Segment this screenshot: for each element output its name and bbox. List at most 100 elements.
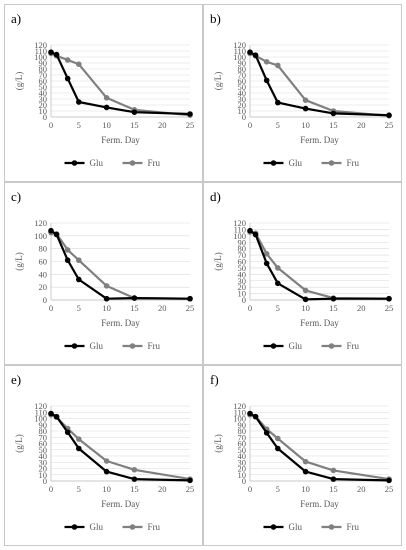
y-tick-label: 120	[233, 218, 246, 228]
y-tick-label: 30	[39, 457, 48, 467]
y-tick-label: 60	[39, 439, 48, 449]
y-tick-label: 0	[242, 476, 246, 486]
y-tick-label: 50	[39, 82, 48, 92]
legend-marker-fru	[129, 524, 136, 530]
legend-label-glu: Glu	[90, 158, 104, 168]
y-tick-label: 70	[39, 432, 48, 442]
x-tick-label: 5	[77, 120, 81, 130]
legend-label-fru: Fru	[148, 522, 161, 532]
x-tick-label: 15	[329, 120, 338, 130]
y-axis-title: (g/L)	[14, 72, 24, 91]
y-tick-label: 0	[43, 295, 47, 305]
data-point-glu	[48, 227, 54, 234]
y-tick-label: 80	[39, 244, 48, 254]
x-axis-title: Ferm. Day	[300, 499, 339, 509]
panel-label: f)	[210, 372, 219, 387]
legend-marker-fru	[328, 343, 335, 349]
chart-svg: c) 0 20 40 60 80 100 120 0 5 10 15 20 25 Ferm. Day (g/L…	[11, 189, 194, 351]
data-point-glu	[103, 295, 110, 302]
y-tick-label: 0	[43, 112, 47, 122]
x-tick-label: 0	[248, 303, 252, 313]
data-point-glu	[302, 296, 309, 303]
data-point-glu	[53, 51, 60, 58]
panel-label: b)	[210, 11, 221, 26]
y-tick-label: 40	[39, 88, 48, 98]
chart-panel-d: d) 0 10 20 30 40 50 60 70 80 90 100 110 120 0 5 10 15 20 25…	[203, 182, 402, 365]
x-tick-label: 10	[301, 303, 310, 313]
y-tick-label: 10	[39, 106, 48, 116]
x-tick-label: 15	[130, 484, 139, 494]
data-point-glu	[48, 49, 54, 55]
x-axis-title: Ferm. Day	[300, 135, 339, 145]
x-tick-label: 10	[301, 484, 310, 494]
y-tick-label: 20	[238, 464, 247, 474]
x-tick-label: 0	[248, 484, 252, 494]
y-tick-label: 110	[35, 407, 47, 417]
y-tick-label: 40	[39, 451, 48, 461]
y-tick-label: 100	[233, 52, 246, 62]
x-tick-label: 5	[276, 303, 280, 313]
y-tick-label: 30	[39, 94, 48, 104]
y-tick-label: 0	[242, 295, 246, 305]
y-axis-title: (g/L)	[14, 434, 24, 453]
chart-panel-e: e) 0 10 20 30 40 50 60 70 80 90 100 110 120 0 5 10 15 20 25…	[4, 365, 203, 546]
y-tick-label: 20	[238, 282, 247, 292]
y-tick-label: 70	[238, 432, 247, 442]
x-tick-label: 20	[158, 303, 167, 313]
y-tick-label: 40	[238, 451, 247, 461]
data-point-glu	[247, 410, 253, 417]
y-tick-label: 40	[238, 88, 247, 98]
x-tick-label: 10	[102, 120, 111, 130]
y-tick-label: 70	[238, 70, 247, 80]
legend-marker-fru	[129, 160, 136, 166]
y-tick-label: 100	[34, 52, 47, 62]
y-axis-title: (g/L)	[213, 252, 223, 271]
y-tick-label: 70	[238, 250, 247, 260]
y-tick-label: 120	[34, 218, 47, 228]
data-point-glu	[131, 109, 138, 115]
x-tick-label: 0	[49, 120, 53, 130]
data-point-fru	[103, 283, 110, 289]
legend-label-fru: Fru	[347, 158, 360, 168]
data-point-glu	[48, 410, 54, 417]
data-point-glu	[103, 468, 110, 475]
data-point-fru	[64, 57, 71, 63]
data-point-glu	[64, 75, 71, 82]
data-point-glu	[76, 276, 82, 283]
legend-label-fru: Fru	[347, 341, 360, 351]
data-point-glu	[263, 430, 270, 436]
data-point-glu	[263, 260, 270, 267]
x-tick-label: 5	[276, 120, 280, 130]
data-point-glu	[330, 110, 337, 117]
chart-panel-c: c) 0 20 40 60 80 100 120 0 5 10 15 20 25 Ferm. Day (g/L…	[4, 182, 203, 365]
chart-panel-f: f) 0 10 20 30 40 50 60 70 80 90 100 110 120 0 5 10 15 20 25…	[203, 365, 402, 546]
x-tick-label: 25	[385, 484, 394, 494]
y-tick-label: 80	[39, 64, 48, 74]
data-point-glu	[386, 295, 392, 302]
data-point-fru	[103, 458, 110, 464]
x-axis-title: Ferm. Day	[300, 318, 339, 328]
series-line-glu	[249, 229, 389, 301]
y-tick-label: 60	[39, 76, 48, 86]
data-point-fru	[302, 287, 309, 294]
y-tick-label: 10	[39, 470, 48, 480]
y-tick-label: 90	[238, 237, 247, 247]
y-tick-label: 50	[238, 445, 247, 455]
y-tick-label: 20	[238, 100, 247, 110]
legend-marker-fru	[129, 343, 136, 349]
legend-marker-glu	[71, 524, 78, 530]
data-point-fru	[131, 466, 138, 473]
x-tick-label: 20	[357, 120, 366, 130]
data-point-glu	[330, 476, 337, 482]
y-axis-title: (g/L)	[14, 252, 24, 271]
legend-label-fru: Fru	[148, 158, 161, 168]
data-point-glu	[187, 477, 193, 484]
series-line-fru	[249, 413, 390, 481]
series-line-fru	[50, 52, 191, 117]
y-tick-label: 100	[34, 231, 47, 241]
y-tick-label: 60	[238, 439, 247, 449]
y-tick-label: 80	[238, 64, 247, 74]
x-axis-title: Ferm. Day	[101, 499, 140, 509]
